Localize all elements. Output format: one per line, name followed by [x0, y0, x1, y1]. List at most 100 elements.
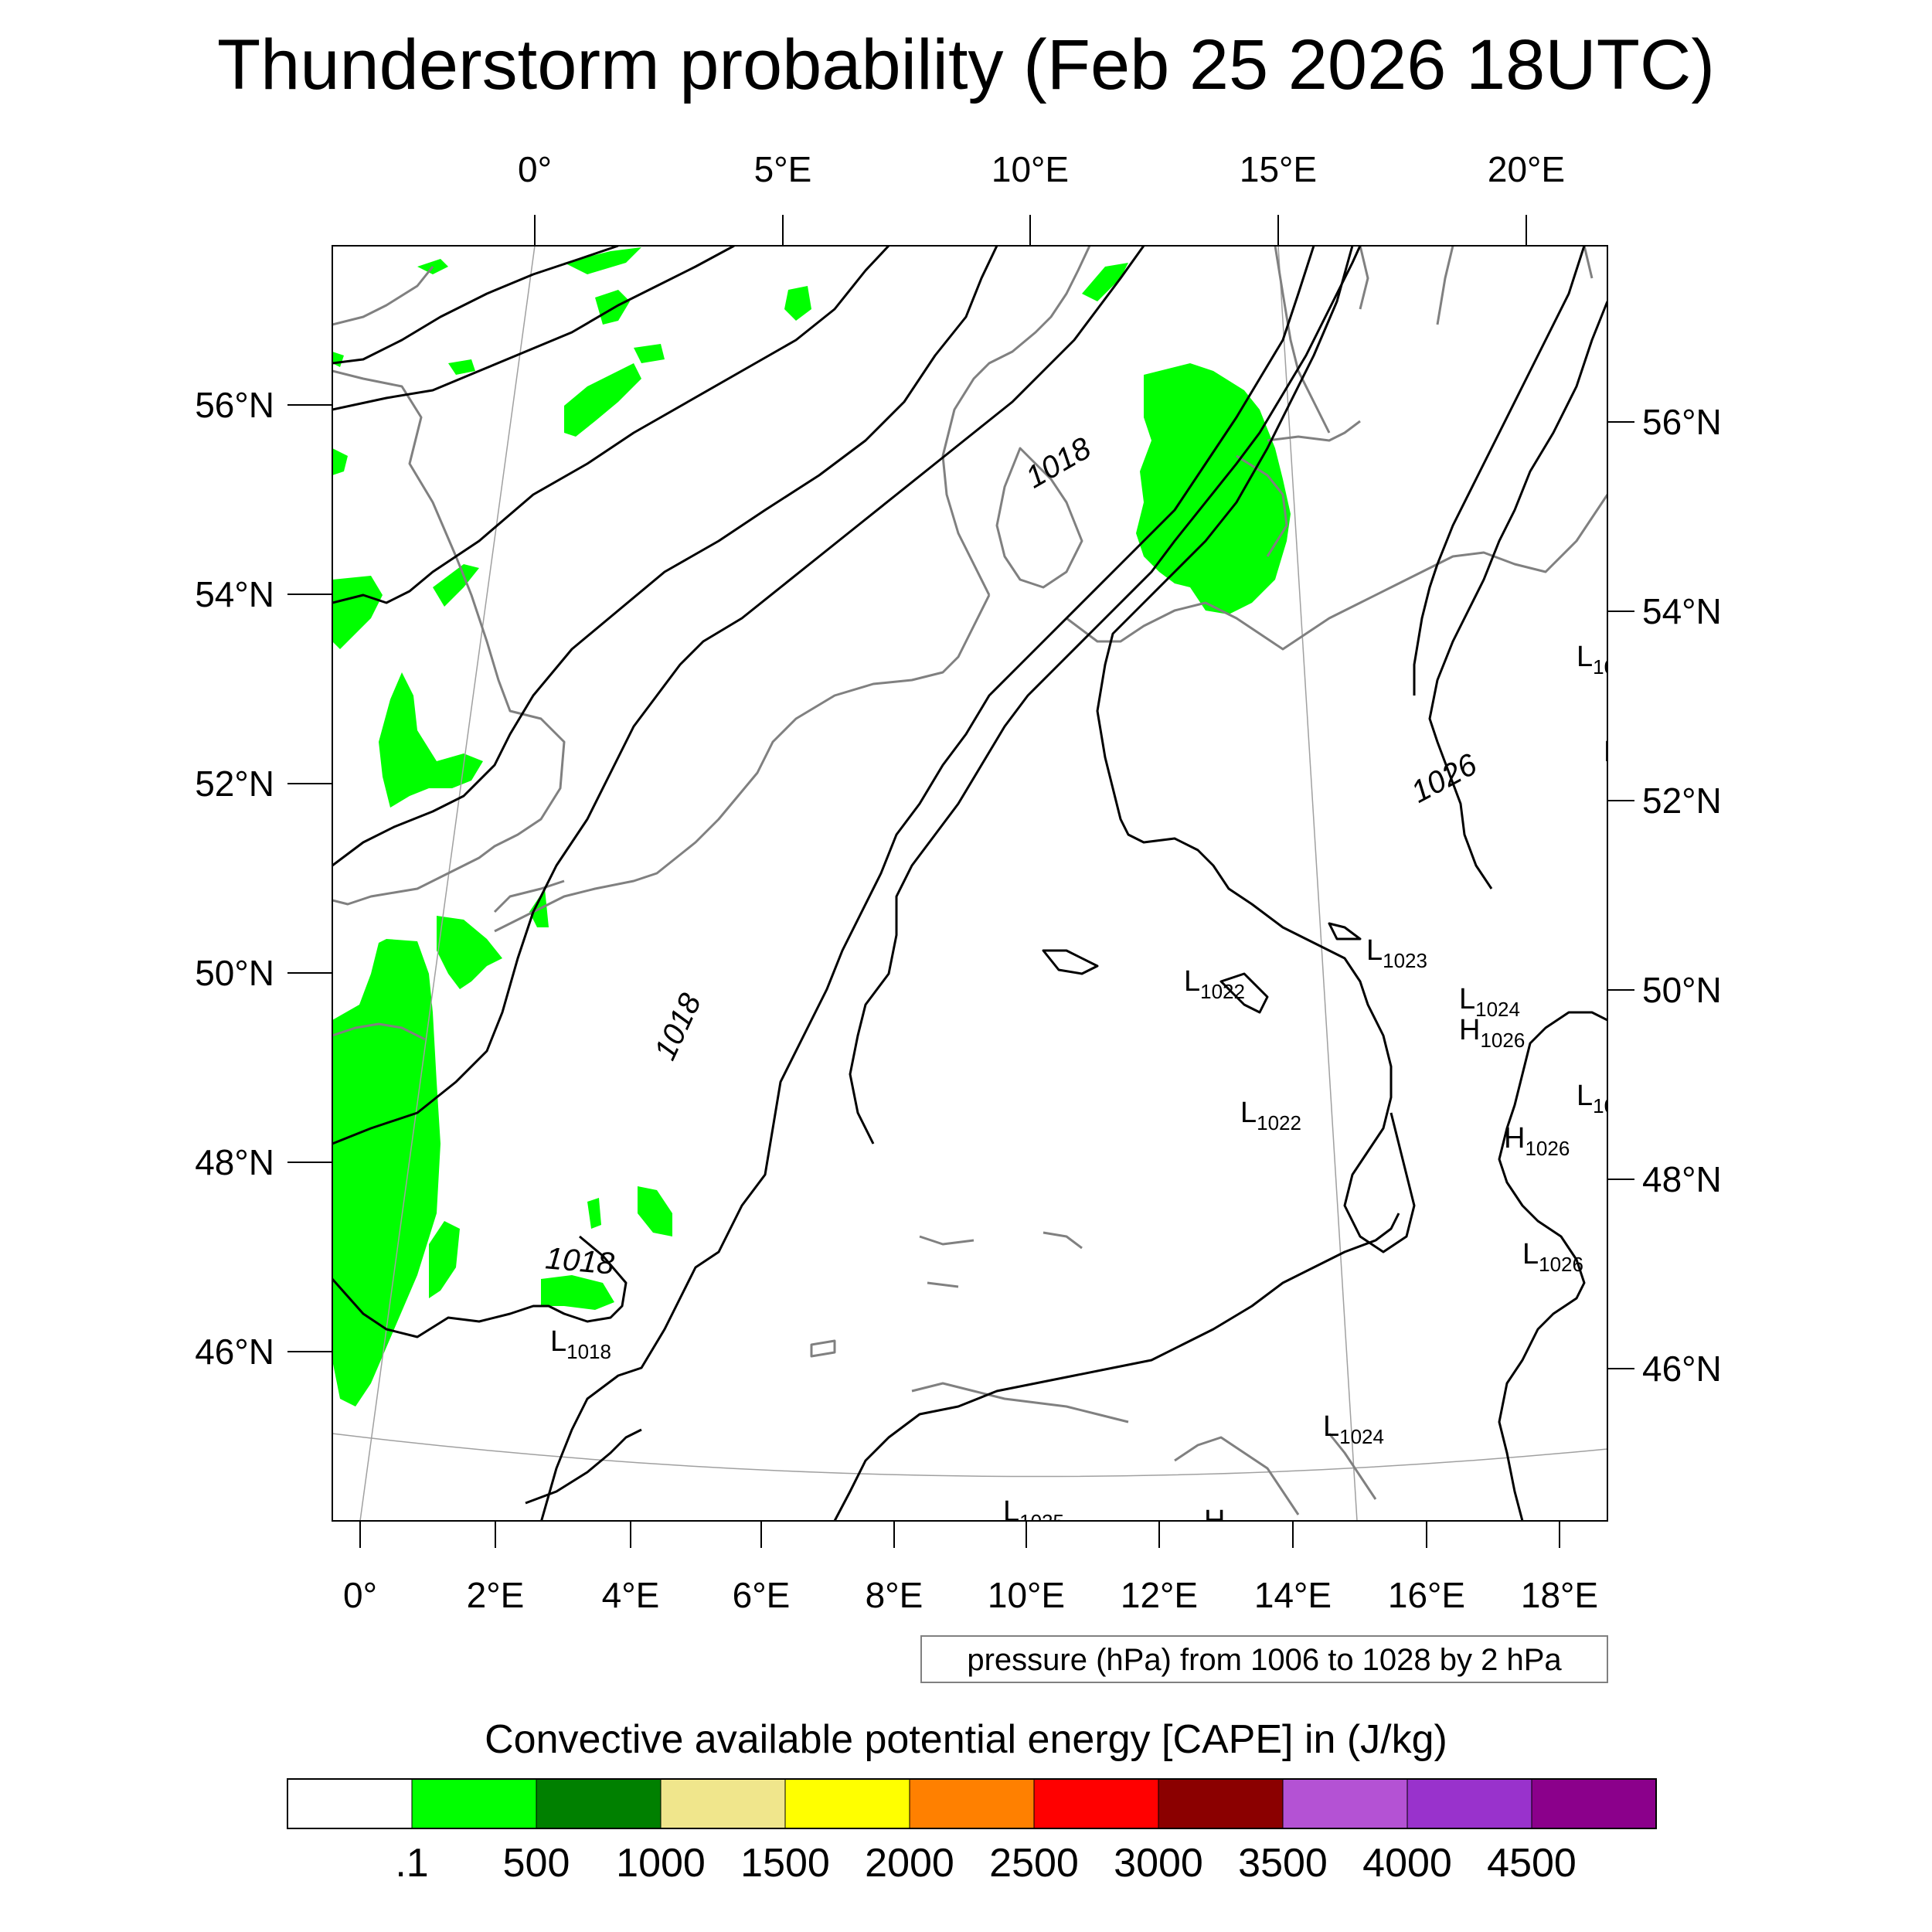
bottom-lon-label: 10°E	[988, 1575, 1065, 1615]
isobar-far-east	[1413, 246, 1586, 696]
bottom-lon-label: 6°E	[733, 1575, 791, 1615]
colorbar-swatch	[1158, 1778, 1284, 1829]
right-lat-label: 54°N	[1642, 591, 1722, 631]
colorbar-label: .1	[395, 1841, 428, 1886]
colorbar-swatch	[1406, 1778, 1532, 1829]
colorbar-swatch	[536, 1778, 662, 1829]
isobar	[332, 246, 1145, 1145]
pressure-centre: L102	[1577, 641, 1627, 679]
isobar-1018-south	[540, 246, 1315, 1521]
cape-area-north-sea-3	[784, 286, 811, 321]
left-lat-label: 48°N	[195, 1142, 274, 1182]
colorbar-label: 4500	[1487, 1841, 1577, 1886]
colorbar-swatch	[287, 1778, 413, 1829]
colorbar-labels: .1 500 1000 1500 2000 2500 3000 3500 4000 4500	[395, 1841, 1577, 1886]
map-background	[332, 246, 1607, 1521]
isobar	[332, 246, 735, 411]
colorbar-label: 3500	[1238, 1841, 1328, 1886]
coast-denmark	[941, 246, 1091, 596]
pressure-note: pressure (hPa) from 1006 to 1028 by 2 hP…	[920, 1635, 1608, 1683]
pressure-centre: L1023	[1366, 934, 1427, 972]
right-lat-label: 50°N	[1642, 970, 1722, 1010]
isobar	[833, 1213, 1400, 1521]
cape-area-north-sea-6	[1082, 263, 1128, 301]
pressure-note-box	[920, 1635, 1608, 1683]
cape-area-scotland	[332, 576, 383, 649]
colorbar-swatch	[411, 1778, 537, 1829]
cape-area-scandinavia	[1136, 363, 1291, 614]
bottom-lon-label: 12°E	[1121, 1575, 1198, 1615]
top-lon-label: 0°	[518, 149, 552, 189]
cape-area-north-sea-11	[332, 448, 348, 475]
top-lon-label: 15°E	[1240, 149, 1317, 189]
bottom-lon-label: 16°E	[1388, 1575, 1465, 1615]
right-lat-label: 46°N	[1642, 1349, 1722, 1389]
graticule	[332, 246, 1607, 1521]
map-frame	[332, 245, 1608, 1522]
map-title: Thunderstorm probability (Feb 25 2026 18…	[217, 26, 1715, 104]
left-lat-label: 54°N	[195, 574, 274, 614]
coast-alps-lakes	[810, 1231, 1083, 1358]
colorbar-swatch	[1033, 1778, 1159, 1829]
colorbar-label: 2500	[989, 1841, 1079, 1886]
cape-area-north-sea-1	[564, 363, 641, 437]
colorbar-swatch	[784, 1778, 910, 1829]
colorbar-swatch	[1282, 1778, 1408, 1829]
cape-area-channel	[437, 916, 502, 989]
colorbar-title: Convective available potential energy [C…	[485, 1717, 1447, 1762]
pressure-centre: L1022	[1240, 1097, 1301, 1134]
pressure-centre: L1024	[1323, 1410, 1384, 1448]
isobar-small-3	[1219, 972, 1269, 1014]
bottom-lon-label: 14°E	[1254, 1575, 1332, 1615]
pressure-centres: L1018 L1023 L1022 L1022 L1024 H1026 H102…	[550, 641, 1627, 1521]
bottom-longitude-axis: 0° 2°E 4°E 6°E 8°E 10°E 12°E 14°E 16°E 1…	[343, 1521, 1598, 1615]
left-lat-label: 50°N	[195, 953, 274, 993]
bottom-lon-label: 18°E	[1521, 1575, 1598, 1615]
pressure-centre: H1026	[1504, 1122, 1570, 1160]
bottom-lon-label: 2°E	[467, 1575, 525, 1615]
left-latitude-axis: 56°N 54°N 52°N 50°N 48°N 46°N	[195, 385, 332, 1372]
colorbar-swatch	[660, 1778, 786, 1829]
pressure-centre: H1026	[1459, 1014, 1525, 1052]
pressure-note-text: pressure (hPa) from 1006 to 1028 by 2 hP…	[967, 1643, 1562, 1677]
isobar	[332, 246, 890, 604]
pressure-centre: L1022	[1184, 965, 1245, 1003]
coast-adriatic	[1174, 1433, 1377, 1515]
isobar	[332, 1235, 628, 1338]
cape-area-east-france	[638, 1186, 672, 1236]
right-lat-label: 52°N	[1642, 781, 1722, 821]
colorbar-label: 500	[503, 1841, 570, 1886]
colorbar-swatches	[287, 1778, 1657, 1829]
pressure-centre: L1026	[1522, 1238, 1583, 1276]
isobar-centre-east	[849, 246, 1362, 1145]
cape-area-alps	[541, 1275, 614, 1310]
isobar-small-2	[1328, 922, 1362, 940]
top-lon-label: 5°E	[754, 149, 812, 189]
colorbar-swatch	[1531, 1778, 1657, 1829]
coast-sweden	[1274, 246, 1594, 434]
cape-area-north-sea-9	[448, 359, 475, 375]
colorbar-outline	[287, 1778, 1657, 1829]
coast-baltic	[1066, 420, 1607, 651]
cape-area-north-sea-4	[634, 344, 665, 363]
colorbar-label: 1500	[740, 1841, 830, 1886]
left-lat-label: 46°N	[195, 1332, 274, 1372]
isobar	[525, 1428, 642, 1505]
cape-area-north-sea-5	[564, 247, 641, 274]
isobar-small	[1042, 949, 1099, 975]
isobar	[332, 246, 998, 867]
top-longitude-axis: 0° 5°E 10°E 15°E 20°E	[518, 149, 1565, 246]
coast-britain	[332, 266, 566, 1041]
bottom-lon-label: 4°E	[602, 1575, 660, 1615]
coast-france-benelux	[494, 594, 991, 933]
isobar-east-edge	[1096, 246, 1416, 1253]
cape-shading	[332, 247, 1291, 1406]
colorbar-label: 2000	[865, 1841, 954, 1886]
right-lat-label: 48°N	[1642, 1159, 1722, 1199]
cape-area-north-sea-2	[595, 290, 630, 325]
coastlines	[332, 246, 1607, 1515]
pressure-centre: L1018	[550, 1325, 611, 1363]
left-lat-label: 56°N	[195, 385, 274, 425]
cape-area-france	[332, 939, 440, 1406]
bottom-lon-label: 0°	[343, 1575, 377, 1615]
